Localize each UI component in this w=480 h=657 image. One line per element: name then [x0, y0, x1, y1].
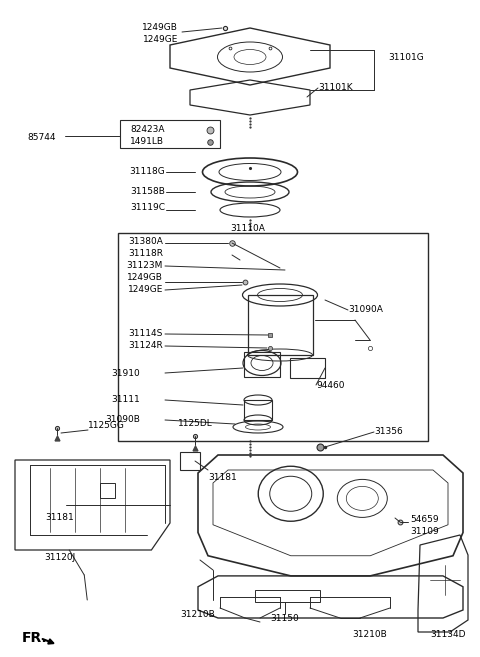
Text: 31910: 31910	[111, 369, 140, 378]
Text: 31090A: 31090A	[348, 306, 383, 315]
Text: 31118R: 31118R	[128, 250, 163, 258]
Bar	[100, 482, 115, 497]
Text: 1491LB: 1491LB	[130, 137, 164, 147]
Text: 31120J: 31120J	[44, 553, 76, 562]
Text: 31134D: 31134D	[430, 630, 466, 639]
Text: 1125GG: 1125GG	[88, 422, 125, 430]
Text: 31123M: 31123M	[127, 261, 163, 271]
Text: 1125DL: 1125DL	[178, 420, 212, 428]
Text: 94460: 94460	[316, 380, 345, 390]
Text: 1249GB: 1249GB	[127, 273, 163, 283]
Text: 82423A: 82423A	[130, 125, 165, 135]
Text: 85744: 85744	[27, 133, 56, 143]
Bar	[290, 358, 325, 378]
Text: 31110A: 31110A	[230, 224, 265, 233]
Text: 1249GE: 1249GE	[143, 35, 178, 45]
Text: 31356: 31356	[374, 428, 403, 436]
Bar	[120, 120, 220, 148]
Text: 31090B: 31090B	[105, 415, 140, 424]
Text: 31158B: 31158B	[130, 187, 165, 196]
Bar	[118, 233, 428, 441]
Text: 1249GE: 1249GE	[128, 286, 163, 294]
Text: 31118G: 31118G	[129, 168, 165, 177]
Text: 31124R: 31124R	[128, 342, 163, 350]
Bar	[248, 295, 313, 355]
Text: 31181: 31181	[46, 514, 74, 522]
Text: FR.: FR.	[22, 631, 48, 645]
Text: 31101G: 31101G	[388, 53, 424, 62]
Text: 31181: 31181	[208, 474, 237, 482]
Text: 31210B: 31210B	[180, 610, 216, 619]
Bar	[255, 590, 320, 602]
Text: 31101K: 31101K	[318, 83, 353, 93]
Text: 31119C: 31119C	[130, 204, 165, 212]
Text: 54659: 54659	[410, 516, 439, 524]
Text: 1249GB: 1249GB	[142, 24, 178, 32]
Bar	[244, 400, 272, 420]
Bar	[180, 452, 200, 470]
Text: 31150: 31150	[271, 614, 300, 623]
Bar	[244, 352, 280, 377]
Text: 31380A: 31380A	[128, 237, 163, 246]
Text: 31109: 31109	[410, 528, 439, 537]
Text: 31114S: 31114S	[129, 330, 163, 338]
Text: 31210B: 31210B	[353, 630, 387, 639]
Text: 31111: 31111	[111, 396, 140, 405]
